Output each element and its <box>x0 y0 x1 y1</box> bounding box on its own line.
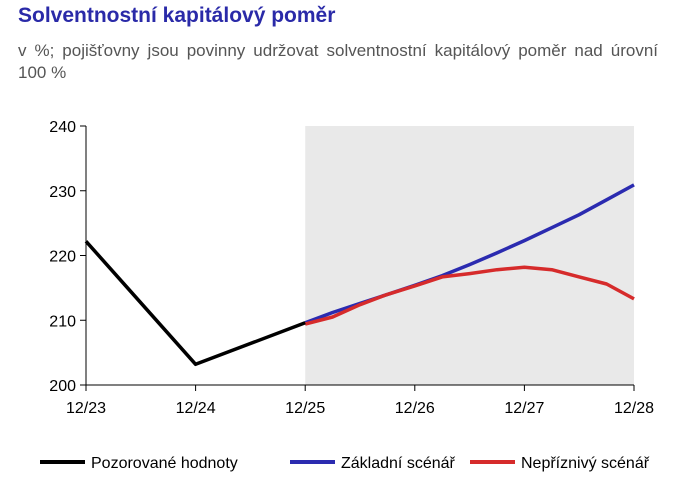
x-tick-label: 12/23 <box>66 400 106 417</box>
y-tick-label: 210 <box>49 313 76 330</box>
legend-label-1: Základní scénář <box>341 455 456 472</box>
y-tick-label: 220 <box>49 249 76 266</box>
x-tick-label: 12/27 <box>504 400 544 417</box>
x-tick-label: 12/24 <box>176 400 216 417</box>
chart-title: Solventnostní kapitálový poměr <box>18 4 336 27</box>
y-tick-label: 240 <box>49 119 76 136</box>
series-line-0 <box>84 240 306 367</box>
legend-label-0: Pozorované hodnoty <box>91 455 238 472</box>
legend: Pozorované hodnoty Základní scénář Nepřízn… <box>40 455 650 472</box>
x-tick-label: 12/26 <box>395 400 435 417</box>
y-tick-label: 200 <box>49 378 76 395</box>
legend-label-2: Nepříznivý scénář <box>521 455 650 472</box>
forecast-shading <box>305 126 634 385</box>
series-line-2 <box>304 265 635 326</box>
chart-subtitle: v %; pojišťovny jsou povinny udržovat so… <box>18 41 658 82</box>
x-tick-label: 12/28 <box>614 400 654 417</box>
y-tick-label: 230 <box>49 184 76 201</box>
x-tick-label: 12/25 <box>285 400 325 417</box>
